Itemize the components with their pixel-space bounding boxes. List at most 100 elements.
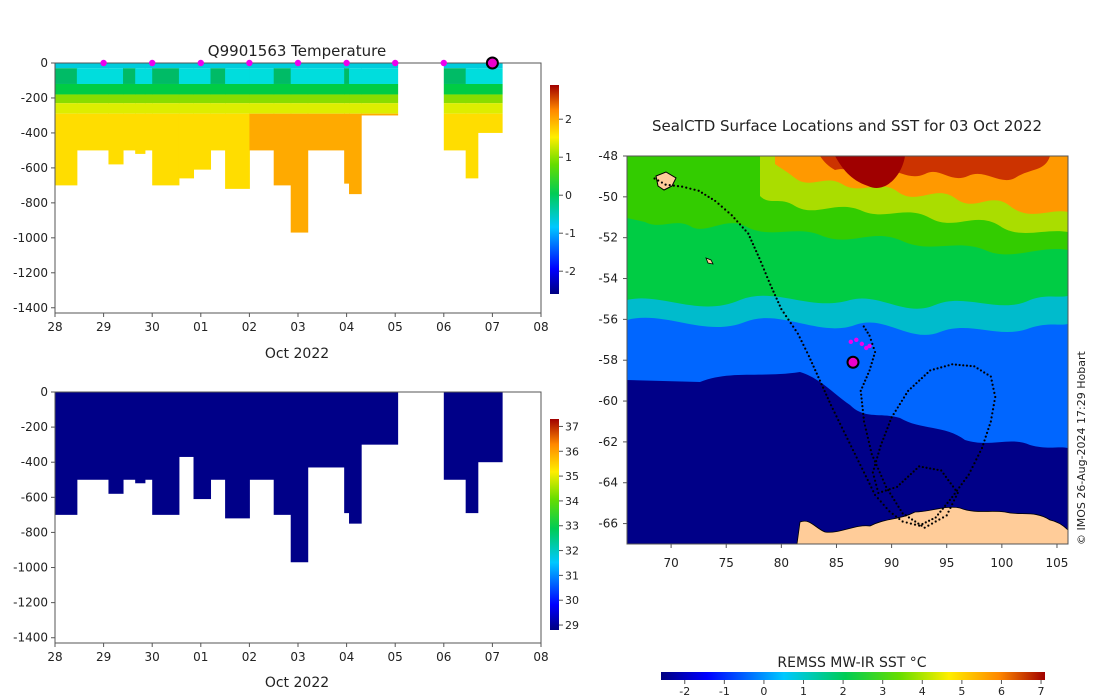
track-point xyxy=(958,363,961,367)
track-point xyxy=(987,427,990,431)
track-point xyxy=(949,482,952,485)
track-point xyxy=(912,470,915,473)
profile-band xyxy=(225,94,250,104)
kerguelen-island xyxy=(655,171,677,191)
profile-band xyxy=(273,392,292,515)
track-point xyxy=(769,283,772,286)
track-point xyxy=(889,492,892,495)
track-point xyxy=(896,406,899,409)
profile-band xyxy=(443,68,467,84)
track-point xyxy=(770,287,774,290)
track-point xyxy=(782,311,785,314)
profile-band xyxy=(349,94,362,104)
recent-position xyxy=(867,343,872,349)
track-point xyxy=(985,431,989,434)
track-point xyxy=(866,436,869,439)
profile-band xyxy=(135,68,146,84)
profile-band xyxy=(178,83,195,95)
track-point xyxy=(840,426,844,429)
profile-band xyxy=(225,68,250,84)
track-point xyxy=(898,403,901,406)
recent-position xyxy=(864,345,869,351)
track-point xyxy=(945,514,948,517)
colorbar-tick-label: 34 xyxy=(565,495,579,508)
profile-band xyxy=(135,63,146,69)
track-point xyxy=(990,416,993,419)
map-y-tick-label: -56 xyxy=(598,312,618,326)
profile-band xyxy=(344,94,350,104)
x-tick-label: 06 xyxy=(436,320,451,334)
profile-band xyxy=(178,113,195,179)
profile-21 xyxy=(477,63,503,133)
track-point xyxy=(927,519,931,522)
track-point xyxy=(907,516,911,519)
profile-18 xyxy=(361,63,399,116)
track-point xyxy=(800,340,803,343)
track-point xyxy=(866,372,870,375)
track-point xyxy=(898,483,901,486)
profile-6 xyxy=(144,63,153,151)
x-tick-label: 07 xyxy=(485,650,500,664)
profile-3 xyxy=(108,63,124,165)
profile-band xyxy=(193,392,212,500)
profile-4 xyxy=(123,392,136,480)
profile-band xyxy=(152,94,180,104)
profile-band xyxy=(123,113,136,151)
track-point xyxy=(910,518,914,521)
profile-band xyxy=(273,103,292,114)
track-point xyxy=(873,493,877,497)
track-point xyxy=(904,514,907,517)
profile-band xyxy=(307,392,345,468)
surface-marker xyxy=(294,59,302,67)
track-point xyxy=(736,220,739,223)
track-point xyxy=(934,516,937,519)
imos-watermark: © IMOS 26-Aug-2024 17:29 Hobart xyxy=(1075,351,1088,545)
track-point xyxy=(913,523,917,526)
track-point xyxy=(821,386,825,389)
profile-band xyxy=(144,113,153,151)
track-point xyxy=(844,433,847,437)
track-point xyxy=(880,441,884,444)
track-point xyxy=(773,294,777,297)
profile-band xyxy=(210,392,226,480)
track-point xyxy=(951,503,954,506)
profile-band xyxy=(210,63,226,69)
map-x-tick-label: 100 xyxy=(990,556,1013,570)
track-point xyxy=(865,376,868,379)
track-point xyxy=(994,395,997,399)
profile-band xyxy=(152,113,180,186)
track-point xyxy=(921,465,924,469)
colorbar-tick-label: 37 xyxy=(565,420,579,433)
track-point xyxy=(747,232,750,235)
track-point xyxy=(923,526,926,529)
colorbar-tick-label: 32 xyxy=(565,545,579,558)
profile-16 xyxy=(344,392,350,514)
track-point xyxy=(973,365,976,368)
salinity-colorbar xyxy=(550,419,559,630)
current-surface-marker xyxy=(485,56,499,70)
track-point xyxy=(748,236,751,239)
profile-band xyxy=(210,113,226,151)
track-point xyxy=(947,510,950,513)
profile-band xyxy=(193,103,212,114)
track-point xyxy=(952,499,956,502)
track-point xyxy=(820,383,823,386)
profile-20 xyxy=(465,392,479,514)
profile-band xyxy=(210,103,226,114)
track-point xyxy=(789,322,792,325)
current-position-marker xyxy=(846,355,860,369)
profile-band xyxy=(349,63,362,69)
track-point xyxy=(960,483,963,486)
profile-band xyxy=(361,83,399,95)
track-point xyxy=(872,467,876,470)
temperature-colorbar-ticks: 2 1 0 -1 -2 xyxy=(559,113,576,278)
y-tick-label: 0 xyxy=(40,385,48,399)
track-point xyxy=(962,364,965,367)
track-point xyxy=(954,488,957,491)
profile-band xyxy=(477,392,503,463)
track-point xyxy=(909,472,912,476)
track-point xyxy=(780,308,783,311)
track-point xyxy=(905,521,908,524)
profile-band xyxy=(344,103,350,114)
track-point xyxy=(772,290,775,293)
